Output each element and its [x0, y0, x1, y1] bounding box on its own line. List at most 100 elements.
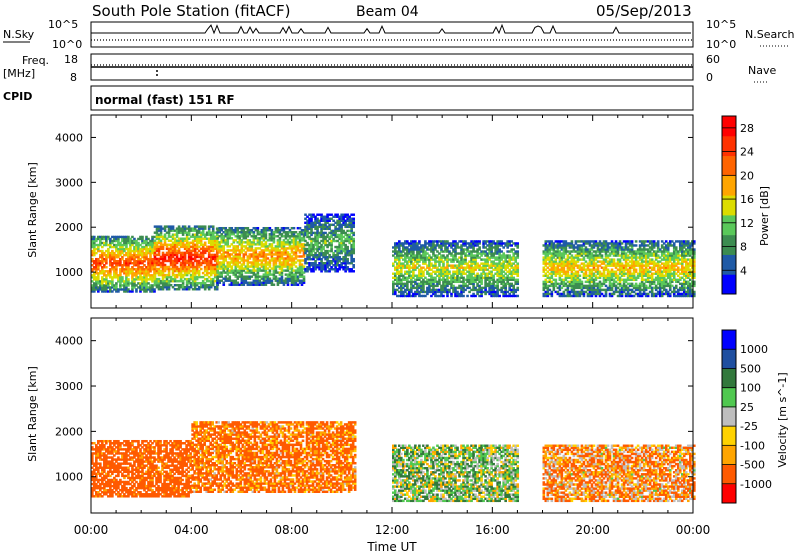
power-cell — [328, 237, 331, 241]
power-cell — [268, 226, 272, 230]
power-cell — [588, 280, 592, 284]
power-cell — [500, 280, 503, 284]
nave-dot — [156, 74, 158, 76]
power-cell — [97, 261, 100, 265]
power-cell — [296, 255, 300, 258]
power-cell — [91, 235, 94, 239]
power-cell — [340, 235, 343, 239]
power-cell — [326, 225, 329, 229]
power-cell — [596, 292, 600, 296]
power-cell — [566, 286, 570, 290]
power-cell — [610, 268, 614, 271]
power-cell — [175, 267, 179, 271]
power-cell — [215, 286, 219, 289]
power-cell — [141, 284, 144, 287]
power-cell — [336, 245, 339, 249]
power-cell — [131, 255, 134, 259]
power-cell — [250, 247, 254, 250]
power-cell — [296, 249, 300, 252]
power-cell — [312, 215, 315, 218]
power-cell — [556, 248, 560, 251]
power-cell — [404, 272, 407, 275]
power-cell — [205, 233, 209, 236]
power-cell — [514, 270, 518, 273]
power-cell — [153, 261, 157, 265]
power-cell — [121, 284, 124, 287]
power-cell — [286, 283, 290, 286]
power-cell — [153, 243, 157, 247]
power-cell — [334, 233, 337, 237]
power-cell — [91, 270, 94, 273]
power-cell — [278, 253, 282, 256]
power-cell — [444, 280, 447, 284]
power-cell — [183, 265, 187, 269]
power-cell — [340, 243, 343, 247]
power-cell — [213, 269, 217, 273]
power-cell — [123, 261, 126, 265]
power-cell — [320, 245, 323, 249]
power-cell — [117, 251, 120, 255]
power-cell — [117, 239, 120, 243]
power-cell — [205, 271, 209, 275]
power-cell — [105, 261, 108, 265]
power-cell — [508, 278, 511, 282]
power-cell — [127, 264, 130, 267]
power-cell — [260, 251, 264, 254]
power-cell — [244, 267, 248, 270]
power-cell — [348, 239, 351, 243]
power-cell — [496, 242, 499, 245]
power-cell — [422, 286, 425, 290]
power-cell — [440, 274, 443, 277]
power-cell — [442, 290, 445, 294]
power-cell — [330, 268, 333, 271]
power-cell — [598, 294, 602, 298]
power-cell — [220, 265, 224, 268]
power-cell — [183, 269, 187, 273]
power-cell — [334, 215, 337, 218]
power-cell — [278, 277, 282, 280]
power-cell — [428, 290, 431, 294]
power-cell — [220, 253, 224, 256]
power-cell — [592, 292, 596, 296]
power-cell — [584, 252, 588, 255]
power-cell — [456, 260, 459, 263]
power-cell — [187, 227, 191, 230]
power-cell — [226, 235, 230, 238]
power-cell — [342, 257, 345, 261]
power-cell — [472, 248, 475, 251]
power-cell — [177, 249, 181, 253]
power-cell — [456, 246, 459, 249]
power-cell — [117, 264, 120, 267]
power-cell — [290, 257, 294, 260]
power-cell — [250, 245, 254, 248]
power-cell — [117, 241, 120, 245]
power-cell — [211, 245, 215, 249]
power-cell — [478, 248, 481, 251]
power-cell — [207, 251, 211, 255]
power-cell — [159, 239, 163, 242]
power-cell — [348, 261, 351, 265]
power-cell — [270, 231, 274, 234]
power-cell — [428, 248, 431, 251]
power-cell — [248, 231, 252, 234]
power-cell — [404, 288, 407, 292]
power-cell — [606, 260, 610, 263]
power-cell — [472, 268, 475, 271]
power-cell — [408, 264, 411, 267]
power-cell — [328, 217, 331, 220]
power-cell — [197, 286, 201, 289]
power-cell — [348, 215, 351, 218]
power-cell — [230, 243, 234, 246]
power-cell — [606, 254, 610, 257]
power-cell — [504, 290, 507, 294]
power-cell — [270, 237, 274, 240]
power-cell — [262, 259, 266, 262]
power-cell — [107, 284, 110, 287]
power-cell — [418, 270, 421, 273]
power-cell — [478, 288, 481, 292]
power-cell — [195, 231, 199, 234]
power-cell — [426, 248, 429, 251]
power-cell — [556, 270, 560, 273]
power-cell — [568, 268, 572, 271]
power-cell — [410, 254, 413, 257]
